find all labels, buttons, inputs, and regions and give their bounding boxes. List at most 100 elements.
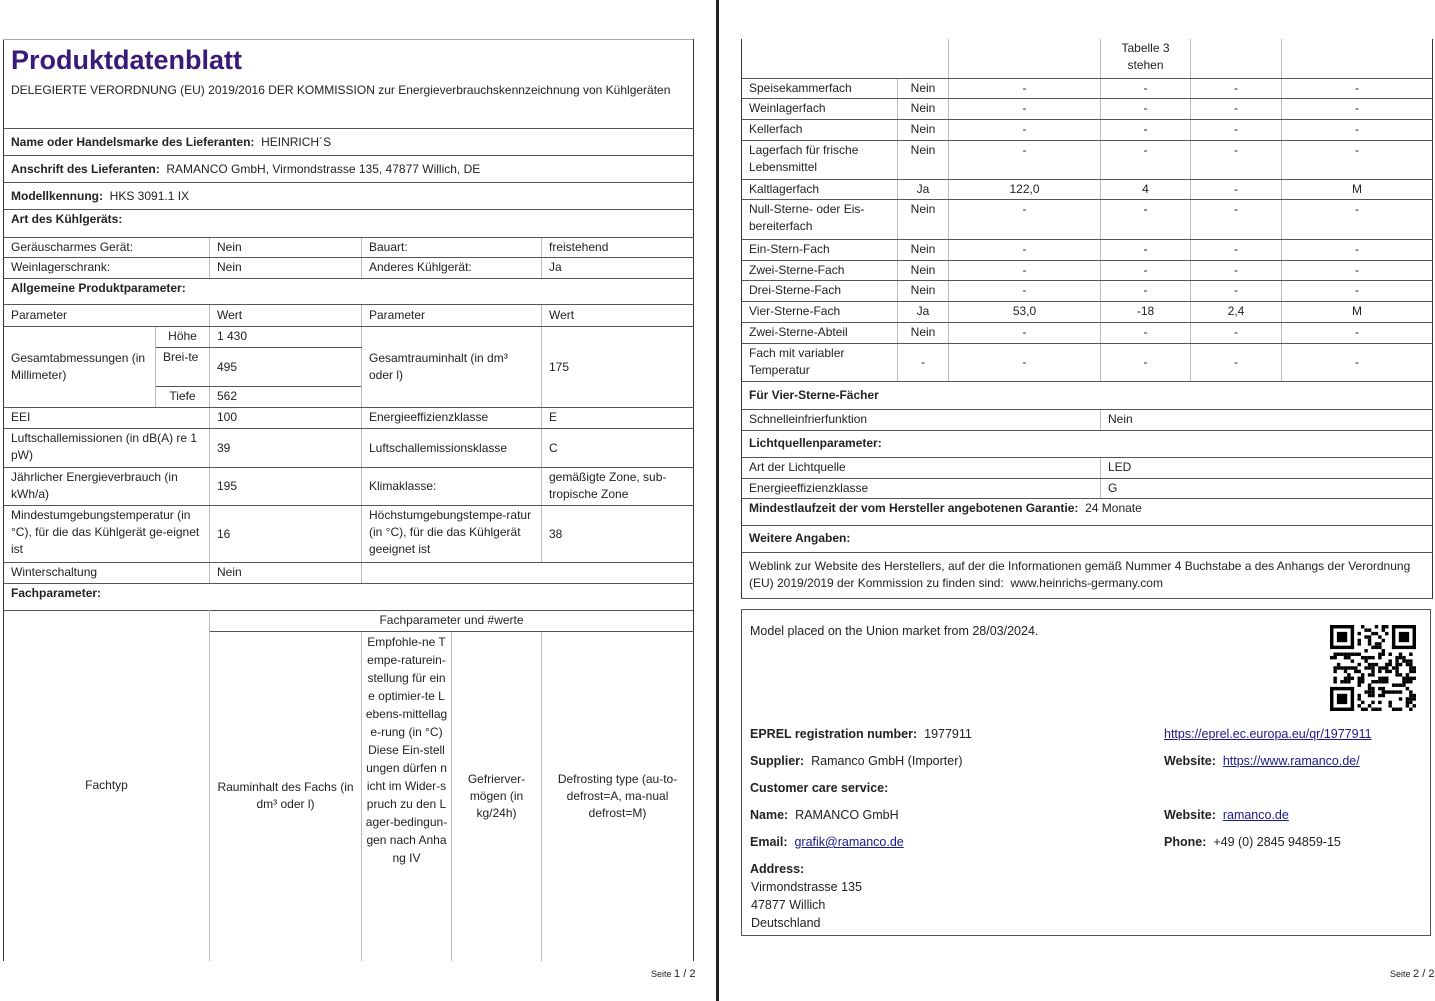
compartment-present: Nein — [897, 77, 949, 99]
value: Ja — [540, 257, 695, 279]
compartment-row: Zwei-Sterne-Fach Nein - - - - — [741, 259, 1433, 281]
compartment-freeze: - — [1190, 342, 1282, 382]
compartment-volume: - — [948, 259, 1101, 281]
type-row: Geräuscharmes Gerät: Nein Bauart: freist… — [3, 237, 695, 258]
eprel-link[interactable]: https://eprel.ec.europa.eu/qr/1977911 — [1164, 727, 1372, 741]
compartment-temp: - — [1100, 118, 1191, 141]
compartment-volume: 53,0 — [948, 300, 1101, 323]
value: Nein — [209, 257, 362, 279]
weblink-text: Weblink zur Website des Herstellers, auf… — [749, 559, 1411, 590]
email-link[interactable]: grafik@ramanco.de — [794, 835, 904, 849]
weblink[interactable]: www.heinrichs-germany.com — [1010, 576, 1163, 590]
col-parameter: Parameter — [3, 304, 210, 327]
light-heading: Lichtquellenparameter: — [749, 436, 882, 450]
col-volume: Rauminhalt des Fachs (in dm³ oder l) — [209, 631, 362, 961]
customer-care-heading: Customer care service: — [750, 781, 889, 795]
model-label: Modellkennung: — [11, 188, 103, 203]
page-1: Produktdatenblatt DELEGIERTE VERORDNUNG … — [0, 0, 716, 1001]
compartment-defrost: M — [1281, 300, 1433, 323]
dimensions-label: Gesamtabmessungen (in Millimeter) — [3, 326, 156, 408]
compartment-present: Nein — [897, 259, 949, 281]
supplier-address: RAMANCO GmbH, Virmondstrasse 135, 47877 … — [166, 161, 481, 176]
compartment-type: Kaltlagerfach — [741, 178, 898, 200]
height-value: 1 430 — [209, 326, 362, 348]
compartment-row: Lagerfach für frische Lebensmittel Nein - -… — [741, 139, 1433, 180]
supplier-value: Ramanco GmbH (Importer) — [811, 754, 963, 768]
supplier-name: HEINRICH´S — [261, 134, 332, 149]
page-number: Seite 1 / 2 — [651, 968, 696, 980]
compartment-defrost: - — [1281, 198, 1433, 240]
value: Nein — [209, 237, 362, 258]
type-row: Weinlagerschrank: Nein Anderes Kühlgerät… — [3, 257, 695, 279]
volume-label: Gesamtrauminhalt (in dm³ oder l) — [361, 326, 542, 408]
light-type-label: Art der Lichtquelle — [741, 456, 1101, 479]
compartment-defrost: - — [1281, 279, 1433, 302]
email-label: Email: — [750, 835, 788, 849]
col-temp-note: Diese Ein-stellungen dürfen nicht im Wid… — [365, 743, 448, 865]
eprel-box: Model placed on the Union market from 28… — [741, 609, 1431, 936]
website-link[interactable]: https://www.ramanco.de/ — [1222, 754, 1360, 768]
care-website-label: Website: — [1164, 808, 1216, 822]
compartment-present: Nein — [897, 118, 949, 141]
compartment-table: Tabelle 3 stehen Speisekammerfach Nein - - -… — [741, 39, 1433, 599]
supplier-address-label: Anschrift des Lieferanten: — [11, 161, 160, 176]
param-row: Luftschallemissionen (in dB(A) re 1 pW) … — [3, 428, 695, 468]
compartment-temp: - — [1100, 198, 1191, 240]
label: Jährlicher Energieverbrauch (in kWh/a) — [3, 467, 210, 506]
param-row: Mindestumgebungstemperatur (in °C), für … — [3, 505, 695, 563]
value: E — [540, 407, 695, 429]
value: freistehend — [540, 237, 695, 258]
winter-value: Nein — [209, 562, 362, 584]
compartment-volume: - — [948, 198, 1101, 240]
product-data-table: Produktdatenblatt DELEGIERTE VERORDNUNG … — [2, 39, 695, 611]
header-continuation: Tabelle 3 stehen — [1100, 39, 1191, 79]
light-class-value: G — [1100, 477, 1433, 499]
compartment-defrost: - — [1281, 97, 1433, 120]
compartment-defrost: - — [1281, 321, 1433, 344]
compartment-row: Zwei-Sterne-Abteil Nein - - - - — [741, 321, 1433, 344]
compartment-volume: - — [948, 342, 1101, 382]
label: EEI — [3, 407, 210, 429]
compartment-defrost: - — [1281, 77, 1433, 99]
value: 39 — [209, 428, 362, 468]
compartment-volume: - — [948, 77, 1101, 99]
col-fachtyp: Fachtyp — [3, 610, 210, 961]
compartment-temp: - — [1100, 77, 1191, 99]
compartment-type: Kellerfach — [741, 118, 898, 141]
col-freeze: Gefrierver-mögen (in kg/24h) — [451, 631, 542, 961]
compartment-present: Ja — [897, 178, 949, 200]
col-value: Wert — [209, 304, 362, 327]
param-row: Jährlicher Energieverbrauch (in kWh/a) 1… — [3, 467, 695, 506]
compartment-defrost: M — [1281, 178, 1433, 200]
compartment-volume: - — [948, 238, 1101, 261]
compartment-volume: - — [948, 139, 1101, 180]
market-date: Model placed on the Union market from 28… — [750, 624, 1039, 638]
compartment-type: Weinlagerfach — [741, 97, 898, 120]
compartment-temp: - — [1100, 139, 1191, 180]
warranty-label: Mindestlaufzeit der vom Hersteller angeb… — [749, 500, 1079, 515]
compartment-type: Lagerfach für frische Lebensmittel — [741, 139, 898, 180]
care-website-link[interactable]: ramanco.de — [1222, 808, 1289, 822]
compartment-temp: - — [1100, 238, 1191, 261]
compartment-freeze: - — [1190, 118, 1282, 141]
model-id: HKS 3091.1 IX — [109, 188, 190, 203]
general-heading: Allgemeine Produktparameter: — [11, 281, 186, 295]
compartment-present: - — [897, 342, 949, 382]
compartment-type: Drei-Sterne-Fach — [741, 279, 898, 302]
compartment-present: Nein — [897, 238, 949, 261]
label: Weinlagerschrank: — [3, 257, 210, 279]
compartment-freeze: - — [1190, 97, 1282, 120]
compartment-defrost: - — [1281, 238, 1433, 261]
compartment-row: Drei-Sterne-Fach Nein - - - - — [741, 279, 1433, 302]
compartment-type: Speisekammerfach — [741, 77, 898, 99]
qr-code-icon[interactable] — [1330, 625, 1416, 711]
address-label: Address: — [750, 862, 805, 876]
website-label: Website: — [1164, 754, 1216, 768]
compartment-volume: - — [948, 279, 1101, 302]
address-line: Virmondstrasse 135 — [751, 880, 862, 894]
compartment-row: Fach mit variabler Temperatur - - - - - — [741, 342, 1433, 382]
page-2: Tabelle 3 stehen Speisekammerfach Nein - - -… — [719, 0, 1435, 1001]
compartment-defrost: - — [1281, 139, 1433, 180]
compartment-temp: - — [1100, 279, 1191, 302]
label: Anderes Kühlgerät: — [361, 257, 542, 279]
